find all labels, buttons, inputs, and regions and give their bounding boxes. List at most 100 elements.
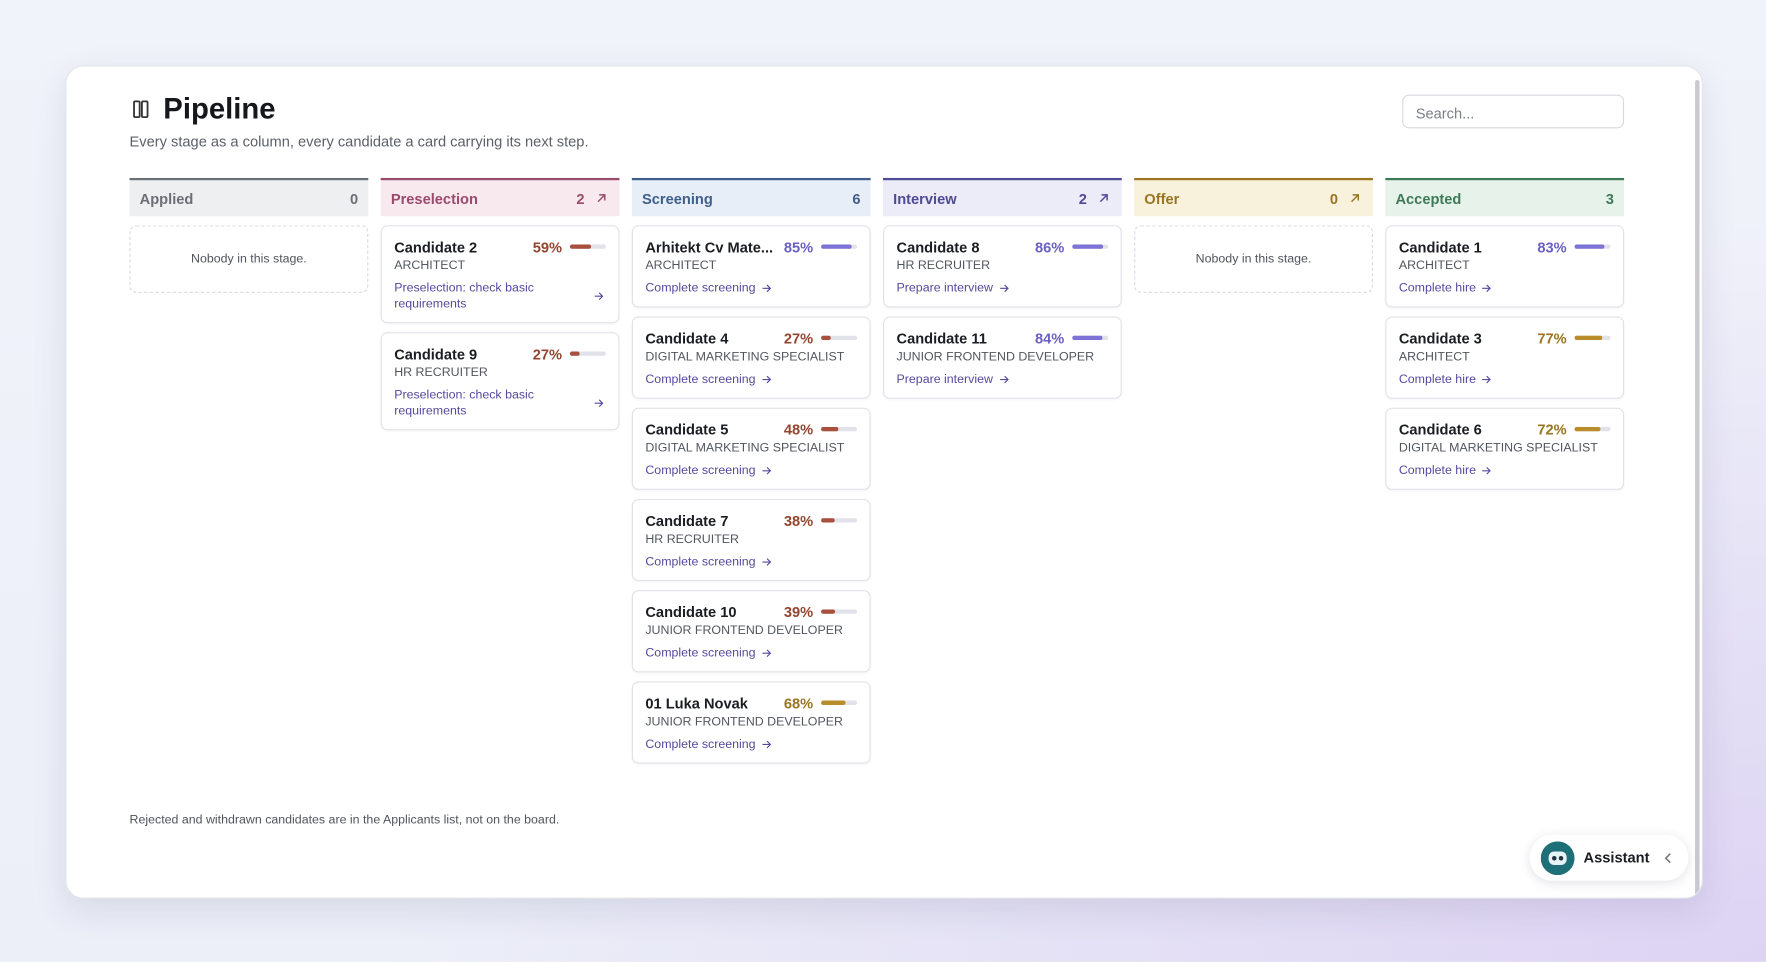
candidate-role: DIGITAL MARKETING SPECIALIST [645, 441, 845, 456]
candidate-role: ARCHITECT [394, 259, 466, 273]
score: 85% [783, 238, 814, 256]
candidate-role: ARCHITECT [645, 259, 717, 273]
next-step-text: Complete screening [645, 281, 756, 296]
open-stage-icon[interactable] [594, 190, 610, 206]
stage-column: Accepted 3 Candidate 1 83% ARCHITECT Complete… [1385, 177, 1625, 764]
next-arrow [594, 292, 604, 300]
candidate-card[interactable]: Arhitekt Cv Mate... 85% ARCHITECT Complete … [631, 225, 871, 308]
pipeline-panel: Pipeline Every stage as a column, every … [65, 65, 1703, 899]
assistant-button[interactable]: Assistant [1529, 834, 1689, 881]
score-fill [1574, 335, 1603, 341]
card-header: Candidate 2 59% [394, 238, 606, 256]
candidate-card[interactable]: Candidate 7 38% HR RECRUITER Complete scree… [631, 498, 871, 582]
assistant-avatar [1540, 840, 1575, 875]
score-bar [569, 244, 606, 249]
next-step[interactable]: Complete hire [1399, 463, 1611, 479]
candidate-card[interactable]: Candidate 9 27% HR RECRUITER Preselection: … [380, 332, 620, 431]
next-step[interactable]: Complete screening [645, 280, 857, 296]
card-header: Candidate 7 38% [645, 511, 858, 529]
next-step-text: Complete screening [645, 372, 756, 387]
next-step[interactable]: Complete screening [645, 645, 857, 661]
candidate-name: Candidate 10 [645, 603, 737, 621]
next-step[interactable]: Complete screening [645, 463, 857, 479]
subtitle: Every stage as a column, every candidate… [129, 132, 589, 150]
arrow [1482, 284, 1492, 293]
card-header: Candidate 4 27% [645, 329, 858, 347]
candidate-card[interactable]: Candidate 1 83% ARCHITECT Complete hire [1385, 225, 1625, 308]
score: 59% [532, 238, 563, 256]
candidate-role: ARCHITECT [1398, 259, 1470, 273]
next-step[interactable]: Preselection: check basic requirements [394, 387, 606, 419]
next-step-text: Complete screening [645, 555, 756, 569]
candidate-card[interactable]: Candidate 8 86% HR RECRUITER Prepare interv… [883, 225, 1122, 308]
score-bar [1574, 244, 1611, 249]
score-fill [569, 244, 592, 249]
next-step[interactable]: Prepare interview [897, 372, 1109, 388]
next-step[interactable]: Complete hire [1399, 280, 1611, 296]
next-step[interactable]: Complete hire [1399, 372, 1611, 388]
search-input[interactable]: Search... [1402, 94, 1625, 129]
stage-count: 2 [576, 189, 585, 207]
candidate-card[interactable]: Candidate 5 48% DIGITAL MARKETING SPECIALI… [631, 407, 871, 490]
score-fill [821, 244, 852, 249]
next-step[interactable]: Preselection: check basic requirements [394, 280, 606, 312]
next-arrow [762, 740, 771, 749]
candidate-card[interactable]: Candidate 11 84% JUNIOR FRONTEND DEVELOPER… [883, 316, 1122, 399]
footer-note: Rejected and withdrawn candidates are in… [129, 813, 560, 827]
candidate-name: Candidate 6 [1398, 420, 1482, 438]
candidate-name: Candidate 7 [645, 511, 729, 529]
arrow [762, 375, 771, 384]
next-arrow [594, 399, 604, 407]
next-step-text: Preselection: check basic requirements [394, 281, 534, 311]
next-arrow [762, 375, 771, 384]
arrow [594, 399, 604, 407]
candidate-card[interactable]: Candidate 4 27% DIGITAL MARKETING SPECIALI… [631, 316, 871, 399]
candidate-name: Arhitekt Cv Mate... [645, 238, 774, 256]
candidate-card[interactable]: Candidate 10 39% JUNIOR FRONTEND DEVELOPER… [631, 590, 871, 673]
stage-column: Interview 2 Candidate 8 86% HR RECRUITER Prep… [883, 177, 1122, 764]
stage-column: Screening 6 Arhitekt Cv Mate... 85% ARCHITEC… [631, 177, 871, 764]
score-fill [569, 351, 580, 356]
scrollbar[interactable] [1695, 79, 1700, 898]
chevron [1664, 852, 1671, 863]
candidate-name: Candidate 9 [394, 345, 478, 363]
stage-name: Interview [893, 189, 957, 207]
candidate-card[interactable]: Candidate 2 59% ARCHITECT Preselection: che… [380, 225, 620, 324]
score: 86% [1035, 238, 1065, 256]
score-fill [821, 609, 836, 614]
candidate-role: ARCHITECT [1398, 350, 1470, 364]
candidate-card[interactable]: Candidate 3 77% ARCHITECT Complete hire [1385, 316, 1625, 399]
candidate-role: JUNIOR FRONTEND DEVELOPER [645, 715, 843, 729]
stage-header: Offer 0 [1134, 177, 1373, 217]
card-header: Candidate 11 84% [897, 329, 1109, 347]
candidate-name: Candidate 11 [896, 329, 987, 347]
board-icon [133, 99, 149, 118]
candidate-card[interactable]: Candidate 6 72% DIGITAL MARKETING SPECIALI… [1385, 407, 1625, 490]
arrow [594, 292, 604, 300]
empty-stage: Nobody in this stage. [129, 225, 369, 293]
score-bar [1072, 244, 1109, 249]
candidate-card[interactable]: 01 Luka Novak 68% JUNIOR FRONTEND DEVELOPE… [631, 681, 871, 764]
score: 39% [783, 603, 814, 621]
next-step[interactable]: Complete screening [645, 737, 857, 753]
score-bar [1574, 426, 1611, 432]
candidate-name: 01 Luka Novak [645, 694, 748, 712]
open-stage-icon[interactable] [1347, 190, 1363, 206]
next-step[interactable]: Complete screening [645, 554, 857, 570]
stage-count: 6 [852, 189, 861, 207]
score: 27% [532, 345, 563, 363]
card-header: Arhitekt Cv Mate... 85% [645, 238, 858, 256]
score-bar [1072, 335, 1109, 341]
open-stage-icon[interactable] [1096, 190, 1112, 206]
stage-name: Screening [641, 189, 713, 207]
next-step[interactable]: Prepare interview [897, 280, 1109, 296]
score: 84% [1035, 329, 1065, 347]
next-arrow [1482, 375, 1492, 384]
candidate-role: DIGITAL MARKETING SPECIALIST [1398, 441, 1598, 456]
score-fill [1072, 335, 1103, 341]
score-fill [821, 335, 831, 341]
next-step[interactable]: Complete screening [645, 372, 857, 388]
next-step-text: Complete hire [1398, 372, 1476, 387]
candidate-name: Candidate 5 [645, 420, 729, 438]
arrow [1482, 467, 1492, 475]
